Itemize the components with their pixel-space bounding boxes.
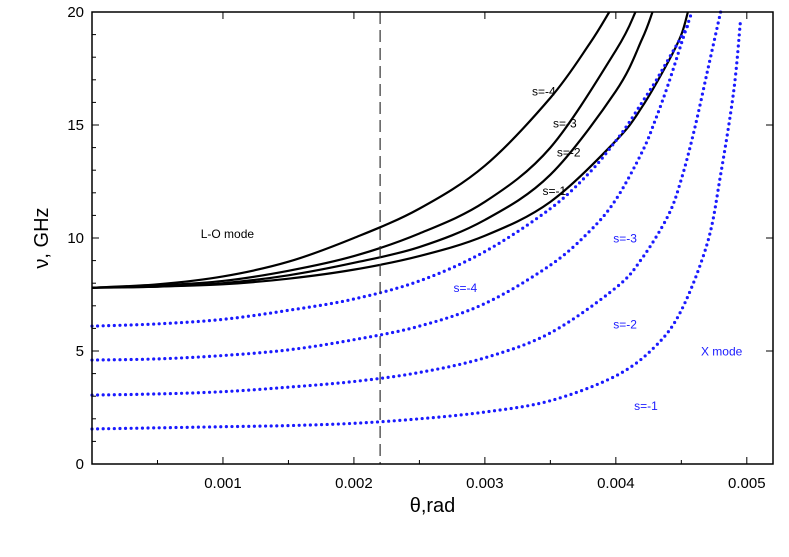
- curve-annotation: X mode: [701, 345, 743, 359]
- curve-annotation: s=-1: [543, 184, 567, 198]
- curve-annotation: s=-3: [613, 232, 637, 246]
- y-axis-label: ν, GHz: [31, 207, 53, 268]
- y-axis-ticks: 0 5 10 15 20: [67, 4, 773, 473]
- y-tick-label: 10: [67, 230, 84, 247]
- x-mode-curve-s1: [90, 21, 742, 431]
- lo-mode-curve-s2: [91, 11, 654, 289]
- x-tick-label: 0.002: [335, 475, 373, 492]
- y-tick-label: 5: [76, 343, 84, 360]
- curve-annotation: s=-1: [634, 399, 658, 413]
- x-tick-label: 0.005: [728, 475, 766, 492]
- x-axis-label: θ,rad: [410, 495, 456, 517]
- curve-annotation: s=-4: [453, 281, 477, 295]
- x-tick-label: 0.001: [204, 475, 242, 492]
- lo-mode-curve-s3: [91, 11, 637, 289]
- x-axis-ticks: 0.001 0.002 0.003 0.004 0.005: [156, 12, 766, 492]
- curve-annotation: L-O mode: [201, 227, 255, 241]
- curve-annotation: s=-2: [557, 146, 581, 160]
- y-tick-label: 15: [67, 117, 84, 134]
- curves-layer: [90, 10, 742, 431]
- curve-annotation: s=-4: [532, 85, 556, 99]
- x-mode-curve-s3: [90, 10, 694, 362]
- lo-mode-curve-s1: [91, 11, 689, 289]
- curve-annotation: s=-2: [613, 317, 637, 331]
- x-tick-label: 0.004: [597, 475, 635, 492]
- y-tick-label: 20: [67, 4, 84, 21]
- y-tick-label: 0: [76, 456, 84, 473]
- annotations-layer: L-O mode s=-4 s=-3 s=-2 s=-1 s=-3 s=-4 s=-2 X mo…: [201, 85, 743, 413]
- lo-mode-curve-s4: [91, 11, 611, 289]
- curve-annotation: s=-3: [553, 116, 577, 130]
- x-mode-curve-s2: [90, 10, 723, 397]
- x-tick-label: 0.003: [466, 475, 504, 492]
